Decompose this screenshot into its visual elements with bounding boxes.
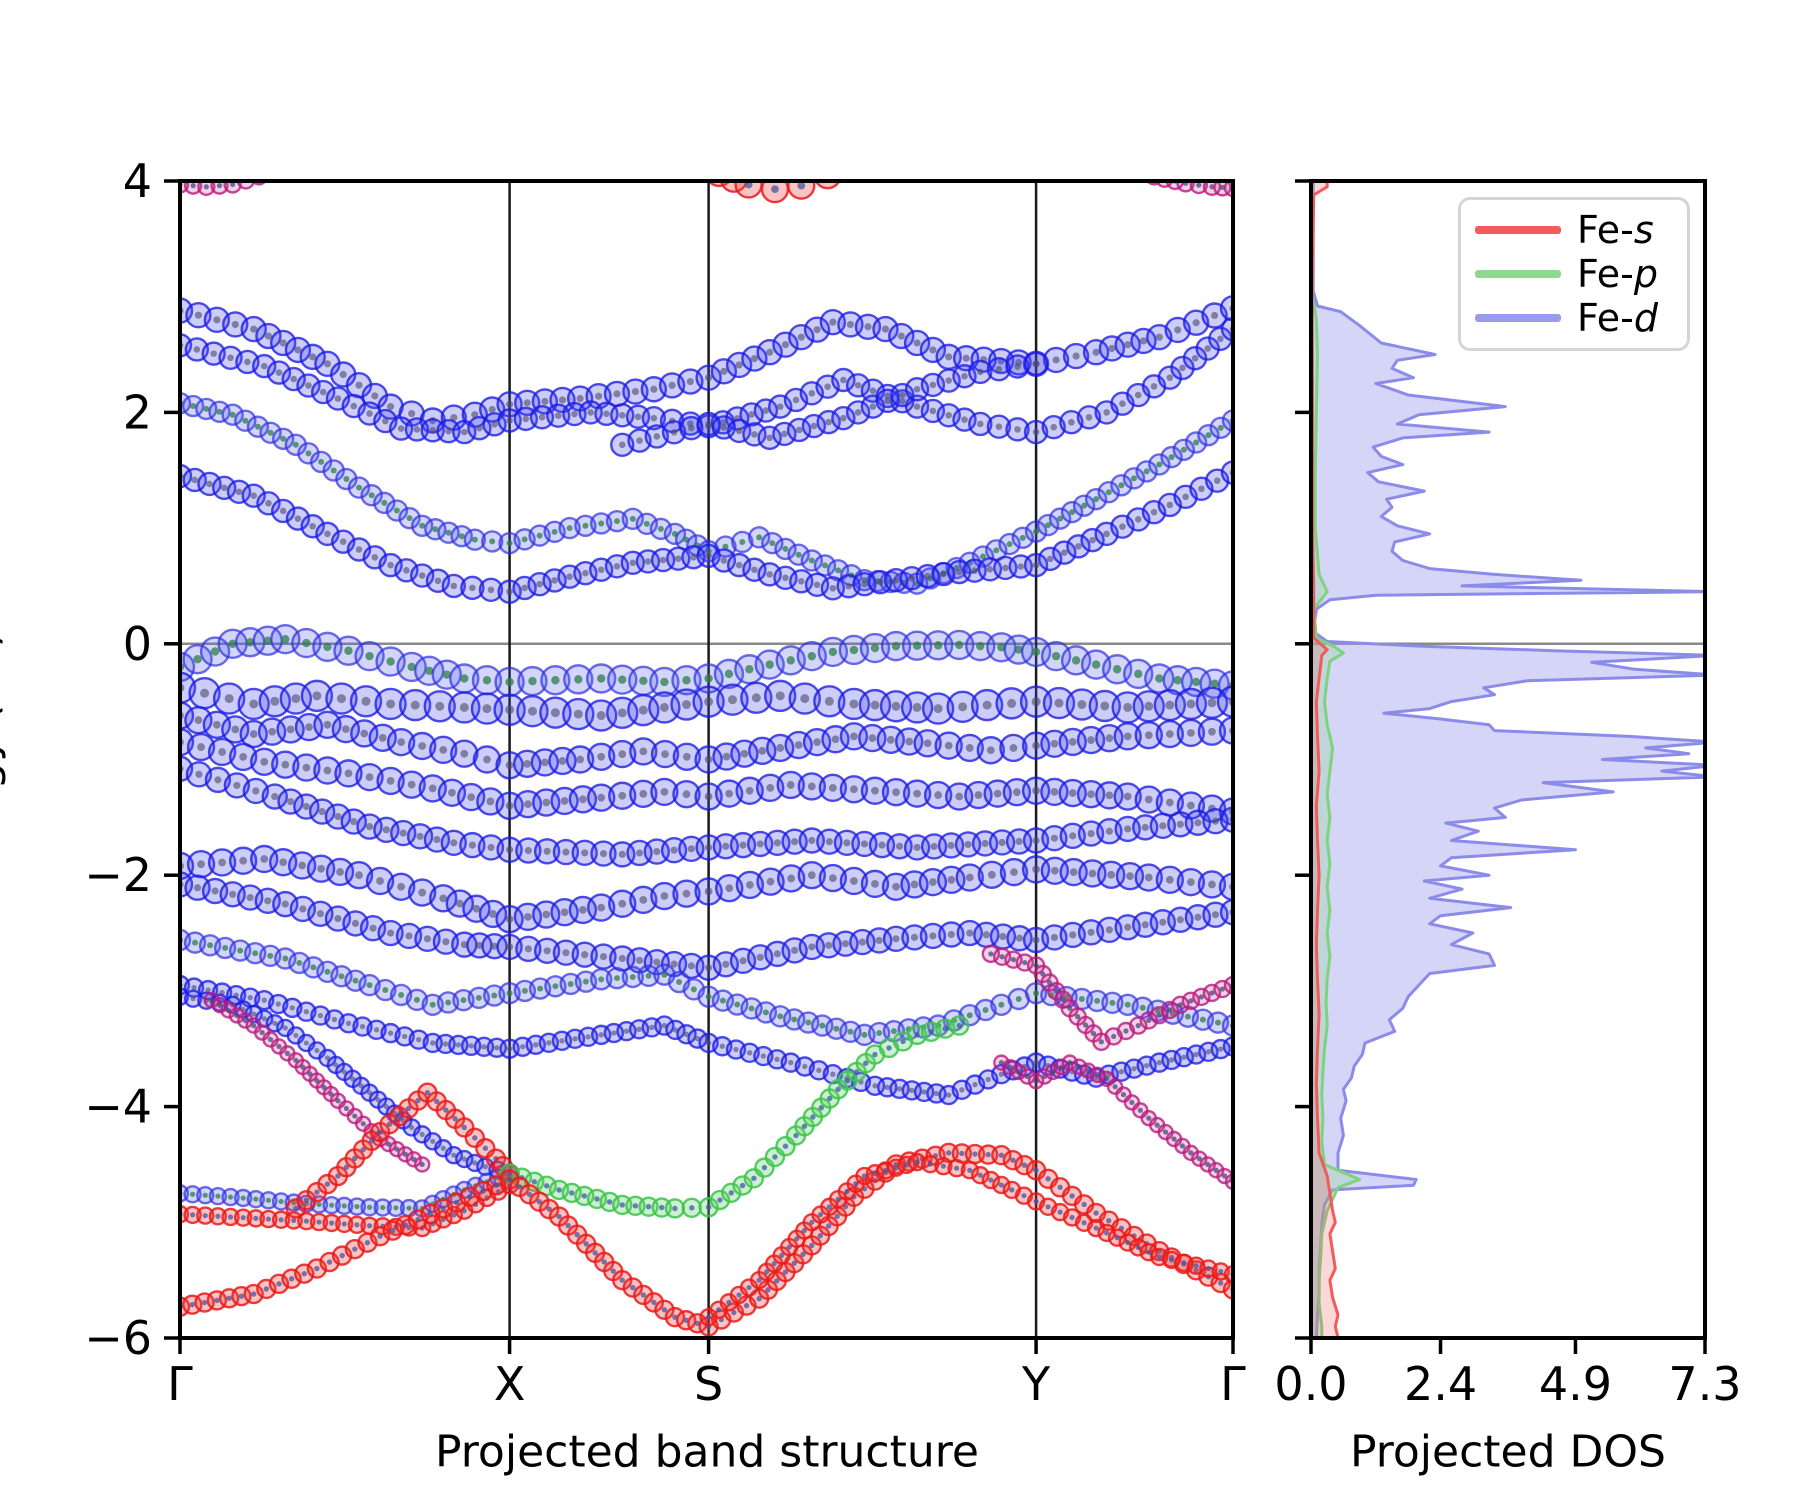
band-series-19: [180, 1164, 519, 1218]
dos-curve-Fe-p: [1311, 181, 1362, 1338]
band-series-4: [180, 316, 1233, 445]
legend-label-s: Fe-s: [1577, 208, 1654, 252]
energy-tick-label: 0: [123, 617, 152, 671]
band-series-6: [180, 460, 1233, 604]
band-series-5: [180, 391, 1233, 595]
kpoint-label: X: [494, 1357, 526, 1411]
dos-panel-frame: [1309, 179, 1707, 1340]
band-series-13: [180, 844, 1233, 934]
band-series-26: [993, 1054, 1233, 1191]
legend-item-d: Fe-d: [1475, 298, 1673, 338]
energy-tick-label: −6: [84, 1311, 152, 1365]
band-panel-frame: [178, 179, 1235, 1340]
band-series-22: [499, 1015, 970, 1219]
kpoint-label: Y: [1021, 1357, 1051, 1411]
band-series-8: [180, 623, 1233, 701]
kpoint-label: S: [694, 1357, 723, 1411]
legend-item-p: Fe-p: [1475, 254, 1673, 294]
energy-tick-label: −4: [84, 1080, 152, 1134]
band-panel-xlabel: Projected band structure: [435, 1426, 979, 1478]
energy-tick-label: 2: [123, 385, 152, 439]
band-series-12: [180, 755, 1233, 868]
kpoint-label: Γ: [1220, 1357, 1246, 1411]
kpoint-label: Γ: [167, 1357, 193, 1411]
band-series-10: [180, 701, 1233, 780]
dos-panel-xlabel: Projected DOS: [1350, 1426, 1666, 1478]
dos-tick-label: 7.3: [1668, 1357, 1741, 1411]
legend-label-p: Fe-p: [1577, 252, 1658, 296]
band-series-25: [981, 944, 1233, 1052]
dos-tick-label: 0.0: [1274, 1357, 1347, 1411]
dos-tick-label: 2.4: [1404, 1357, 1477, 1411]
legend-swatch-d: [1475, 314, 1561, 322]
band-series-0: [180, 181, 267, 196]
legend: Fe-s Fe-p Fe-d: [1458, 197, 1690, 351]
energy-axis-label: Energy (eV): [0, 630, 8, 890]
band-series-24: [699, 1152, 1233, 1327]
energy-tick-label: 4: [123, 154, 152, 208]
legend-swatch-p: [1475, 270, 1561, 278]
dos-series: [1311, 181, 1705, 1338]
dos-tick-label: 4.9: [1539, 1357, 1612, 1411]
dos-curve-Fe-s: [1311, 181, 1340, 1338]
energy-tick-label: −2: [84, 848, 152, 902]
band-series-1: [707, 181, 841, 204]
band-series-7: [610, 351, 1049, 457]
band-series-23: [180, 1142, 1233, 1337]
band-series-9: [180, 671, 1233, 732]
band-series-15: [180, 928, 1233, 1047]
legend-label-d: Fe-d: [1577, 296, 1658, 340]
ticks: 4 2 0 −2 −4 −6 Γ X S Y Γ 0.0 2.4 4.9 7.3: [84, 154, 1741, 1411]
band-series-11: [180, 727, 1233, 826]
legend-item-s: Fe-s: [1475, 210, 1673, 250]
legend-swatch-s: [1475, 226, 1561, 234]
dos-curve-Fe-d: [1311, 181, 1705, 1338]
band-structure-series: [180, 181, 1233, 1337]
band-series-21: [285, 1082, 520, 1219]
